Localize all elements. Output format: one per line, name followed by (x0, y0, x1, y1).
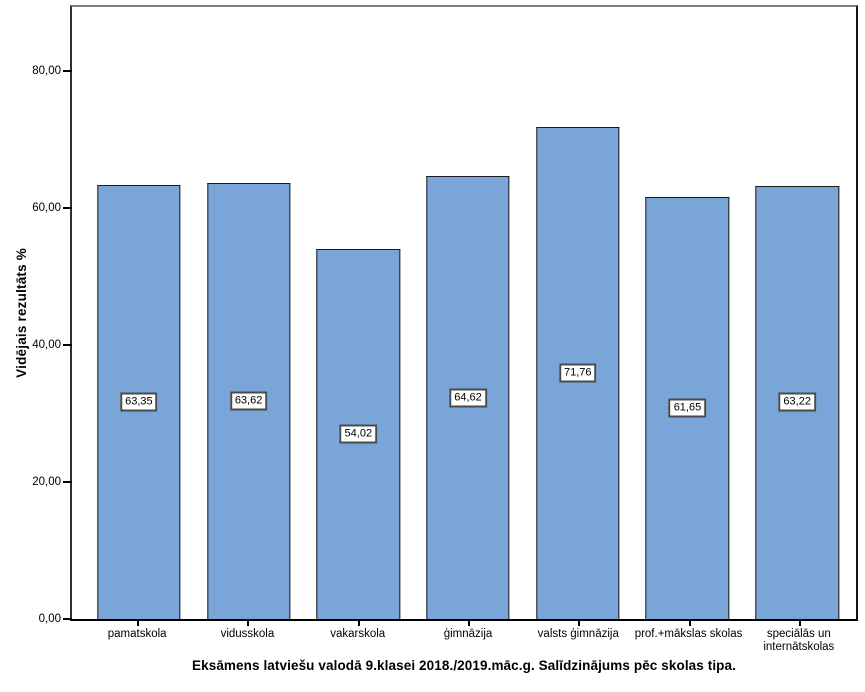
y-axis-title-wrap: Vidējais rezultāts % (6, 5, 36, 621)
x-tick-slot (303, 621, 413, 627)
x-category-label: vakarskola (330, 628, 386, 640)
x-tick-mark (798, 621, 801, 626)
bar-slot: 63,62 (194, 7, 304, 619)
y-tick-label: 60,00 (32, 201, 61, 214)
bar-value-label: 63,62 (229, 391, 268, 411)
y-tick-label: 20,00 (32, 475, 61, 488)
bar-slot: 54,02 (303, 7, 413, 619)
plot-area: 63,35 63,62 54,02 64,62 71,76 61,65 63,22 0,00… (32, 5, 858, 625)
x-category-slot: valsts ģimnāzija (523, 628, 633, 654)
x-tick-slot (523, 621, 633, 627)
bar-slot: 63,35 (84, 7, 194, 619)
x-category-slot: vidusskola (192, 628, 302, 654)
x-category-slot: pamatskola (82, 628, 192, 654)
x-category-slot: speciālās un internātskolas (744, 628, 854, 654)
x-category-label: vidusskola (220, 628, 275, 640)
chart-title: Eksāmens latviešu valodā 9.klasei 2018./… (192, 658, 736, 673)
bar-value-label: 54,02 (339, 424, 378, 444)
x-tick-slot (82, 621, 192, 627)
x-category-label: pamatskola (107, 628, 167, 640)
bar-value-label: 61,65 (668, 398, 707, 418)
bar-value-label: 71,76 (558, 363, 597, 383)
x-tick-mark (578, 621, 581, 626)
x-tick-slot (413, 621, 523, 627)
y-tick-label: 80,00 (32, 64, 61, 77)
bar-slot: 64,62 (413, 7, 523, 619)
bar-value-label: 64,62 (449, 388, 487, 408)
x-axis-category-labels: pamatskola vidusskola vakarskola ģimnāzija v… (70, 628, 858, 654)
y-axis-title: Vidējais rezultāts % (13, 248, 29, 378)
x-tick-mark (688, 621, 691, 626)
x-tick-mark (137, 621, 140, 626)
x-category-slot: prof.+mākslas skolas (633, 628, 743, 654)
y-tick-label: 0,00 (38, 613, 61, 625)
bar-slot: 61,65 (633, 7, 743, 619)
x-category-slot: ģimnāzija (413, 628, 523, 654)
y-tick-label: 40,00 (32, 338, 61, 351)
x-category-label: ģimnāzija (443, 628, 493, 640)
x-category-slot: vakarskola (303, 628, 413, 654)
bar-value-label: 63,22 (778, 392, 816, 412)
bars: 63,35 63,62 54,02 64,62 71,76 61,65 63,22 (72, 7, 856, 619)
x-tick-slot (633, 621, 743, 627)
x-category-label: speciālās un internātskolas (763, 628, 835, 653)
x-tick-mark (467, 621, 470, 626)
bar-slot: 63,22 (742, 7, 852, 619)
x-axis-ticks (70, 621, 858, 627)
x-tick-slot (192, 621, 302, 627)
x-category-label: valsts ģimnāzija (537, 628, 619, 640)
x-tick-slot (744, 621, 854, 627)
y-tick-mark (63, 480, 72, 483)
y-tick-mark (63, 206, 72, 209)
x-category-label: prof.+mākslas skolas (634, 628, 743, 640)
y-tick-mark (63, 343, 72, 346)
y-tick-mark (63, 618, 72, 620)
y-tick-mark (63, 69, 72, 72)
x-tick-mark (247, 621, 250, 626)
bar-value-label: 63,35 (120, 392, 158, 412)
x-tick-mark (357, 621, 360, 626)
bar-slot: 71,76 (523, 7, 633, 619)
